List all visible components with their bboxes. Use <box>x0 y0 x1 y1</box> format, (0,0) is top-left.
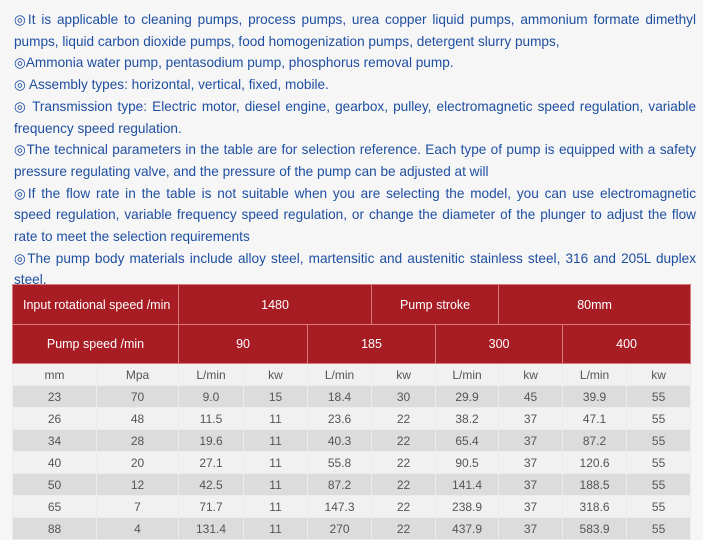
table-cell: 65 <box>12 495 97 518</box>
table-cell: 71.7 <box>178 495 245 518</box>
table-cell: 147.3 <box>307 495 373 518</box>
table-cell: 29.9 <box>435 385 500 408</box>
table-cell: 40.3 <box>307 429 373 452</box>
unit-cell: L/min <box>178 363 245 386</box>
pump-speed-400: 400 <box>562 324 692 364</box>
table-cell: 47.1 <box>562 407 628 430</box>
note-paragraph: ◎ Transmission type: Electric motor, die… <box>14 98 696 136</box>
note-paragraph: ◎The pump body materials include alloy s… <box>14 250 696 288</box>
note-paragraph: ◎It is applicable to cleaning pumps, pro… <box>14 12 696 49</box>
table-cell: 55.8 <box>307 451 373 474</box>
table-cell: 87.2 <box>562 429 628 452</box>
table-cell: 37 <box>498 429 564 452</box>
unit-cell: kw <box>371 363 437 386</box>
note-paragraph: ◎If the flow rate in the table is not su… <box>14 185 696 245</box>
unit-cell: L/min <box>435 363 500 386</box>
table-cell: 87.2 <box>307 473 373 496</box>
table-cell: 23 <box>12 385 97 408</box>
table-cell: 12 <box>95 473 180 496</box>
header-row-input-speed: Input rotational speed /min 1480 Pump st… <box>11 284 692 325</box>
table-cell: 37 <box>498 495 564 518</box>
table-cell: 37 <box>498 407 564 430</box>
table-cell: 11 <box>243 429 309 452</box>
table-cell: 40 <box>12 451 97 474</box>
table-cell: 18.4 <box>307 385 373 408</box>
table-cell: 55 <box>626 407 692 430</box>
table-cell: 65.4 <box>435 429 500 452</box>
table-cell: 9.0 <box>178 385 245 408</box>
table-cell: 120.6 <box>562 451 628 474</box>
table-cell: 7 <box>95 495 180 518</box>
table-cell: 22 <box>371 407 437 430</box>
pump-parameters-table: Input rotational speed /min 1480 Pump st… <box>11 284 692 540</box>
table-cell: 42.5 <box>178 473 245 496</box>
input-speed-label: Input rotational speed /min <box>11 284 180 325</box>
unit-cell: L/min <box>307 363 373 386</box>
table-cell: 11 <box>243 451 309 474</box>
unit-cell: kw <box>243 363 309 386</box>
pump-speed-185: 185 <box>307 324 437 364</box>
header-row-pump-speed: Pump speed /min 90 185 300 400 <box>11 324 692 364</box>
table-cell: 22 <box>371 473 437 496</box>
note-paragraph: ◎Ammonia water pump, pentasodium pump, p… <box>14 55 454 71</box>
table-cell: 55 <box>626 385 692 408</box>
table-cell: 30 <box>371 385 437 408</box>
table-cell: 27.1 <box>178 451 245 474</box>
table-cell: 55 <box>626 429 692 452</box>
pump-stroke-label: Pump stroke <box>371 284 500 325</box>
table-cell: 22 <box>371 429 437 452</box>
table-cell: 37 <box>498 473 564 496</box>
table-cell: 19.6 <box>178 429 245 452</box>
table-cell: 37 <box>498 451 564 474</box>
table-cell: 39.9 <box>562 385 628 408</box>
description-notes: ◎It is applicable to cleaning pumps, pro… <box>14 9 696 291</box>
table-cell: 11.5 <box>178 407 245 430</box>
table-row: 26 48 11.5 11 23.6 22 38.2 37 47.1 55 <box>12 407 692 430</box>
table-cell: 23.6 <box>307 407 373 430</box>
table-cell: 188.5 <box>562 473 628 496</box>
table-cell: 55 <box>626 473 692 496</box>
table-cell: 28 <box>95 429 180 452</box>
table-cell: 15 <box>243 385 309 408</box>
table-cell: 70 <box>95 385 180 408</box>
table-cell: 20 <box>95 451 180 474</box>
pump-speed-300: 300 <box>435 324 564 364</box>
table-cell: 55 <box>626 451 692 474</box>
table-cell: 318.6 <box>562 495 628 518</box>
table-cell: 34 <box>12 429 97 452</box>
table-cell: 11 <box>243 495 309 518</box>
input-speed-value: 1480 <box>178 284 373 325</box>
table-cell: 238.9 <box>435 495 500 518</box>
table-cell: 11 <box>243 407 309 430</box>
table-row: 50 12 42.5 11 87.2 22 141.4 37 188.5 55 <box>12 473 692 496</box>
pump-stroke-value: 80mm <box>498 284 692 325</box>
table-cell: 55 <box>626 495 692 518</box>
table-cell: 38.2 <box>435 407 500 430</box>
table-cell: 11 <box>243 473 309 496</box>
units-row: mm Mpa L/min kw L/min kw L/min kw L/min kw <box>12 363 692 386</box>
table-row: 23 70 9.0 15 18.4 30 29.9 45 39.9 55 <box>12 385 692 408</box>
table-row: 65 7 71.7 11 147.3 22 238.9 37 318.6 55 <box>12 495 692 518</box>
pump-speed-label: Pump speed /min <box>11 324 180 364</box>
unit-cell: kw <box>498 363 564 386</box>
table-cell: 48 <box>95 407 180 430</box>
note-paragraph: ◎ Assembly types: horizontal, vertical, … <box>14 77 329 93</box>
pump-speed-90: 90 <box>178 324 309 364</box>
table-row: 40 20 27.1 11 55.8 22 90.5 37 120.6 55 <box>12 451 692 474</box>
table-cell: 26 <box>12 407 97 430</box>
note-paragraph: ◎The technical parameters in the table a… <box>14 142 696 179</box>
table-cell: 141.4 <box>435 473 500 496</box>
table-cell: 50 <box>12 473 97 496</box>
unit-cell: mm <box>12 363 97 386</box>
table-row: 34 28 19.6 11 40.3 22 65.4 37 87.2 55 <box>12 429 692 452</box>
table-cell: 45 <box>498 385 564 408</box>
table-cell: 22 <box>371 495 437 518</box>
unit-cell: kw <box>626 363 692 386</box>
unit-cell: L/min <box>562 363 628 386</box>
unit-cell: Mpa <box>95 363 180 386</box>
table-cell: 22 <box>371 451 437 474</box>
table-cell: 90.5 <box>435 451 500 474</box>
